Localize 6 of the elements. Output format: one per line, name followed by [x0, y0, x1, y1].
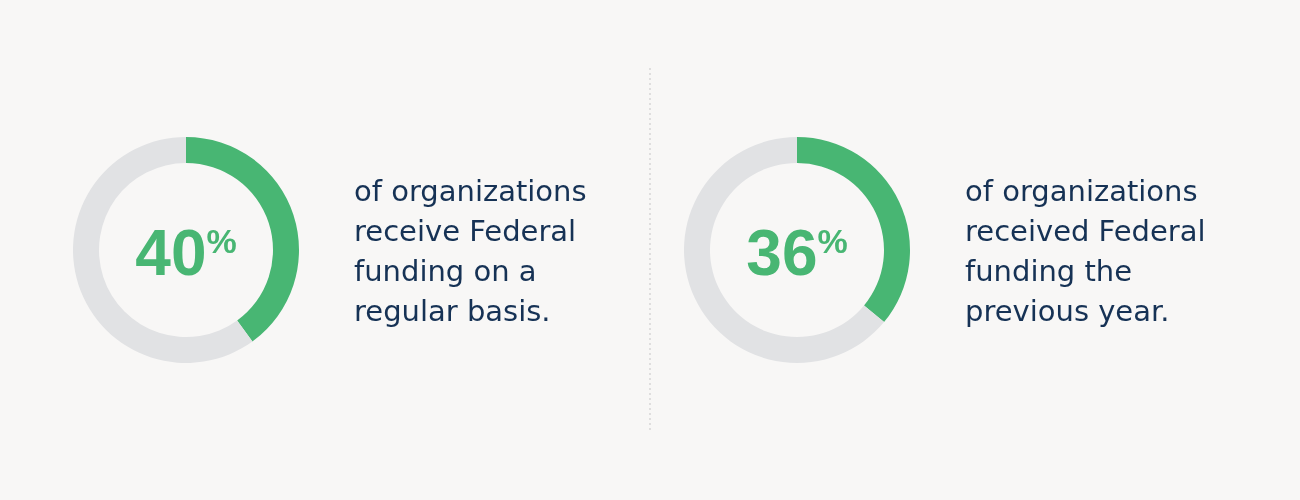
text: of organizations received Federal funding the previous year. — [965, 174, 1206, 328]
text: 36$^{%}$ — [746, 217, 848, 289]
donut-slice — [684, 137, 885, 363]
donut-slice — [73, 137, 253, 363]
text: of organizations receive Federal funding on a regular basis. — [354, 174, 587, 328]
text: 40$^{%}$ — [135, 217, 237, 289]
